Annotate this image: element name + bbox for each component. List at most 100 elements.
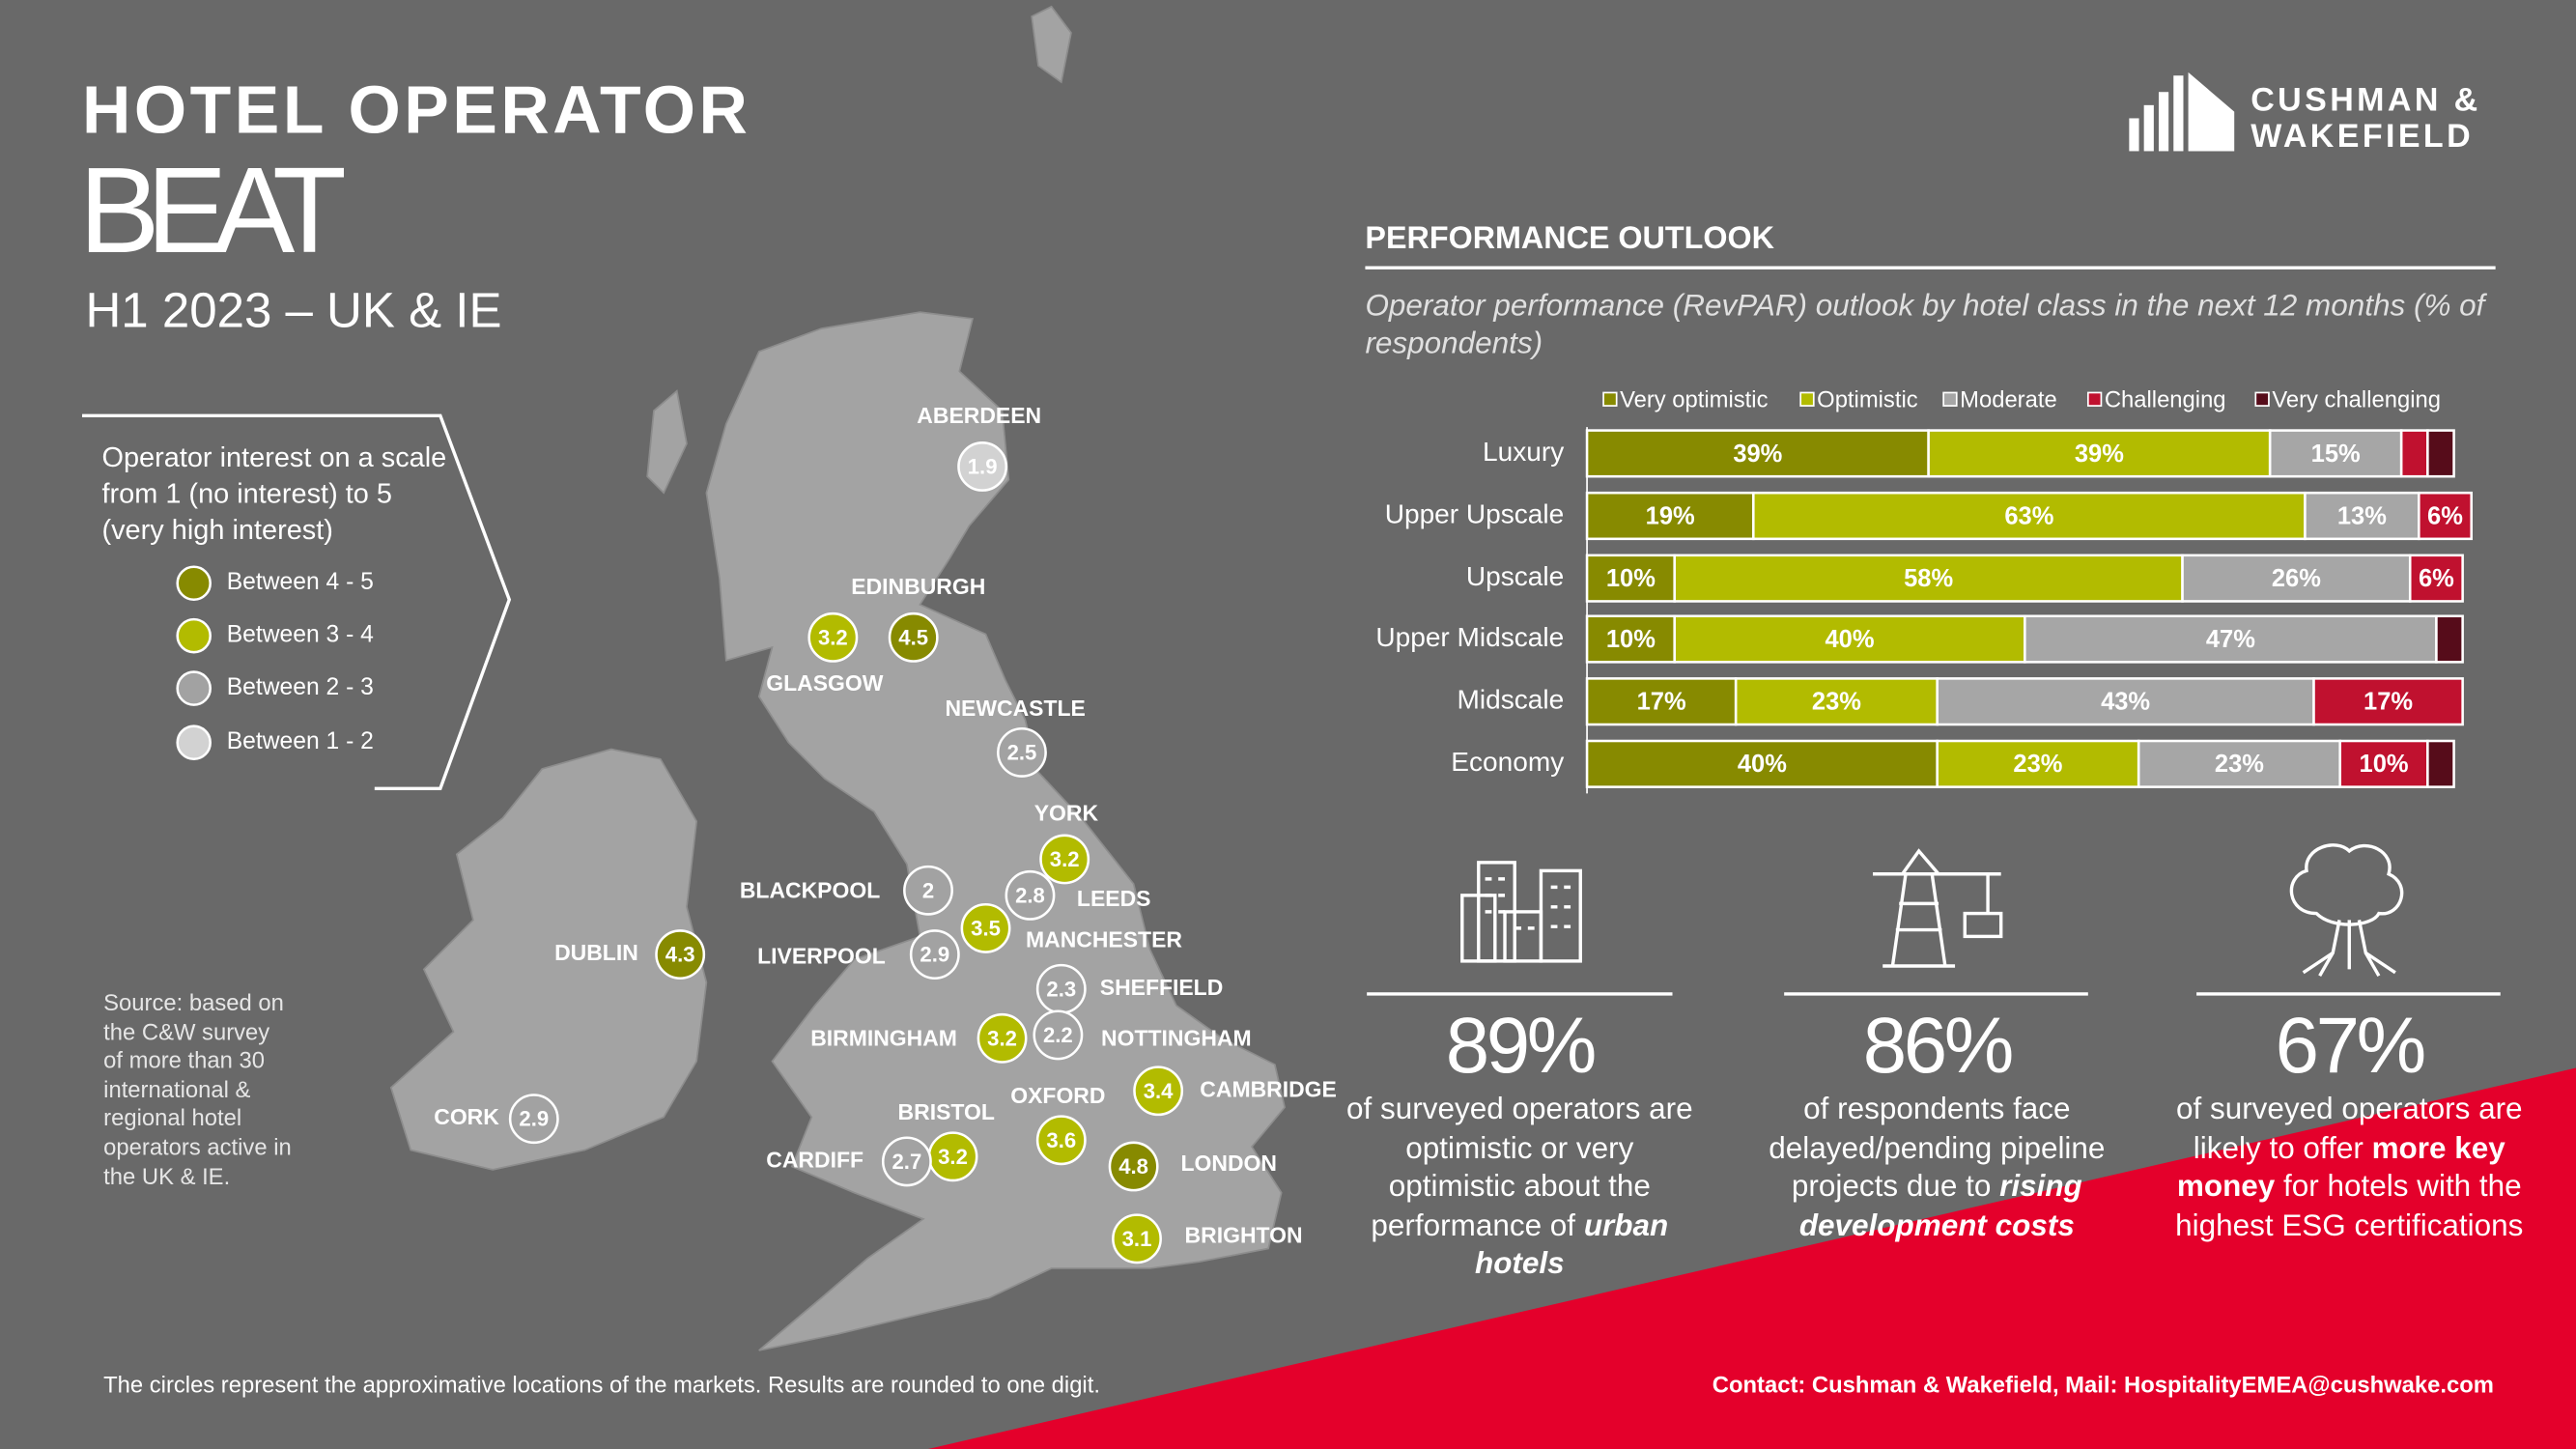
category-label: Upper Upscale: [1385, 498, 1565, 528]
icon-tree: [2289, 843, 2404, 978]
logo-bar: [2188, 71, 2235, 152]
stat-text-part: of surveyed operators are optimistic or …: [1346, 1091, 1693, 1241]
bar-segment: [2399, 429, 2429, 478]
data-label: 23%: [2215, 751, 2264, 778]
subtitle: H1 2023 – UK & IE: [85, 282, 501, 337]
market-name: BIRMINGHAM: [810, 1026, 957, 1051]
logo-text: CUSHMAN &: [2250, 81, 2480, 118]
legend-label: Between 2 - 3: [227, 674, 374, 700]
stat-text-part: of surveyed operators are likely to offe…: [2175, 1091, 2523, 1164]
market-score: 3.5: [971, 916, 1001, 940]
data-label: 26%: [2272, 565, 2321, 592]
market-score: 3.4: [1144, 1079, 1174, 1103]
stat-figure: 67%: [2276, 1002, 2424, 1090]
logo-bar: [2129, 118, 2139, 152]
stat-text: of surveyed operators are likely to offe…: [2172, 1090, 2526, 1244]
bar-segment: [1752, 491, 2307, 541]
data-label: 10%: [2360, 751, 2409, 778]
market-marker: [655, 929, 706, 980]
data-label: 40%: [1738, 751, 1787, 778]
market-name: OXFORD: [1010, 1083, 1105, 1108]
category-label: Economy: [1451, 747, 1564, 777]
stat-figure: 89%: [1446, 1002, 1595, 1090]
market-score: 1.9: [968, 455, 998, 479]
legend-label: Between 4 - 5: [227, 569, 374, 595]
market-marker: [1035, 1115, 1087, 1166]
market-marker: [1005, 869, 1056, 921]
market-marker: [881, 1136, 932, 1187]
bar-segment: [1734, 677, 1939, 726]
stat-text: of respondents face delayed/pending pipe…: [1761, 1090, 2114, 1244]
data-label: 40%: [1826, 626, 1875, 653]
market-score: 2.5: [1007, 740, 1037, 764]
title-2: BEAT: [79, 142, 347, 278]
market-marker: [888, 611, 939, 663]
footnote: The circles represent the approximative …: [103, 1373, 1100, 1399]
category-label: Luxury: [1483, 437, 1564, 467]
market-marker: [1108, 1141, 1159, 1192]
data-label: 10%: [1606, 565, 1656, 592]
bar-segment: [1927, 429, 2272, 478]
market-name: BLACKPOOL: [740, 878, 880, 903]
market-score: 2.8: [1015, 883, 1045, 907]
bar-segment: [2408, 554, 2464, 603]
data-label: 19%: [1646, 502, 1695, 529]
bar-segment: [2418, 491, 2473, 541]
market-name: LONDON: [1181, 1151, 1277, 1176]
market-score: 3.6: [1046, 1128, 1076, 1152]
bar-segment: [2312, 677, 2464, 726]
legend-swatch: [176, 724, 212, 760]
stat-text-part: urban hotels: [1474, 1207, 1669, 1280]
data-label: 23%: [1812, 689, 1861, 716]
data-label: 15%: [2311, 440, 2361, 468]
market-marker: [977, 1012, 1028, 1064]
market-marker: [508, 1094, 559, 1145]
market-score: 2.9: [920, 943, 949, 967]
market-name: ABERDEEN: [917, 403, 1041, 428]
market-name: YORK: [1034, 801, 1099, 826]
icon-buildings: [1460, 861, 1582, 963]
callout-frame: [82, 413, 512, 791]
chart-subtitle: Operator performance (RevPAR) outlook by…: [1365, 287, 2485, 360]
legend-swatch: [176, 617, 212, 654]
stat-text-part: more key money: [2176, 1129, 2505, 1203]
bar-segment: [1936, 677, 2315, 726]
market-name: LIVERPOOL: [757, 944, 886, 969]
market-score: 3.2: [987, 1026, 1017, 1050]
logo-text: WAKEFIELD: [2250, 118, 2474, 155]
bar-segment: [1585, 429, 1930, 478]
icon-crane: [1873, 848, 2003, 968]
logo-bar: [2173, 75, 2184, 152]
data-label: 39%: [1733, 440, 1782, 468]
legend-swatch: [176, 670, 212, 706]
market-score: 4.3: [665, 943, 695, 967]
market-score: 4.8: [1118, 1154, 1148, 1179]
bar-segment: [1936, 739, 2140, 788]
legend-swatch: [1942, 391, 1958, 407]
bar-segment: [1585, 554, 1676, 603]
bar-segment: [2024, 614, 2438, 664]
bar-segment: [1585, 491, 1755, 541]
data-label: 17%: [2364, 689, 2413, 716]
bar-segment: [2435, 614, 2464, 664]
legend-swatch: [1799, 391, 1815, 407]
market-name: DUBLIN: [554, 940, 638, 965]
legend-label: Very optimistic: [1620, 386, 1769, 412]
data-label: 39%: [2075, 440, 2124, 468]
market-score: 4.5: [898, 625, 928, 649]
category-label: Upper Midscale: [1375, 622, 1564, 652]
data-label: 23%: [2013, 751, 2062, 778]
chart-title: PERFORMANCE OUTLOOK: [1365, 220, 1774, 255]
data-label: 47%: [2206, 626, 2255, 653]
market-name: BRIGHTON: [1185, 1223, 1303, 1248]
market-marker: [957, 441, 1008, 492]
market-score: 2.7: [892, 1150, 922, 1174]
market-score: 3.2: [818, 625, 848, 649]
bar-segment: [2304, 491, 2420, 541]
legend-swatch: [2086, 391, 2103, 407]
stat-figure: 86%: [1863, 1002, 2012, 1090]
category-label: Midscale: [1458, 685, 1565, 715]
market-score: 2.2: [1043, 1023, 1073, 1047]
market-name: EDINBURGH: [851, 574, 985, 599]
